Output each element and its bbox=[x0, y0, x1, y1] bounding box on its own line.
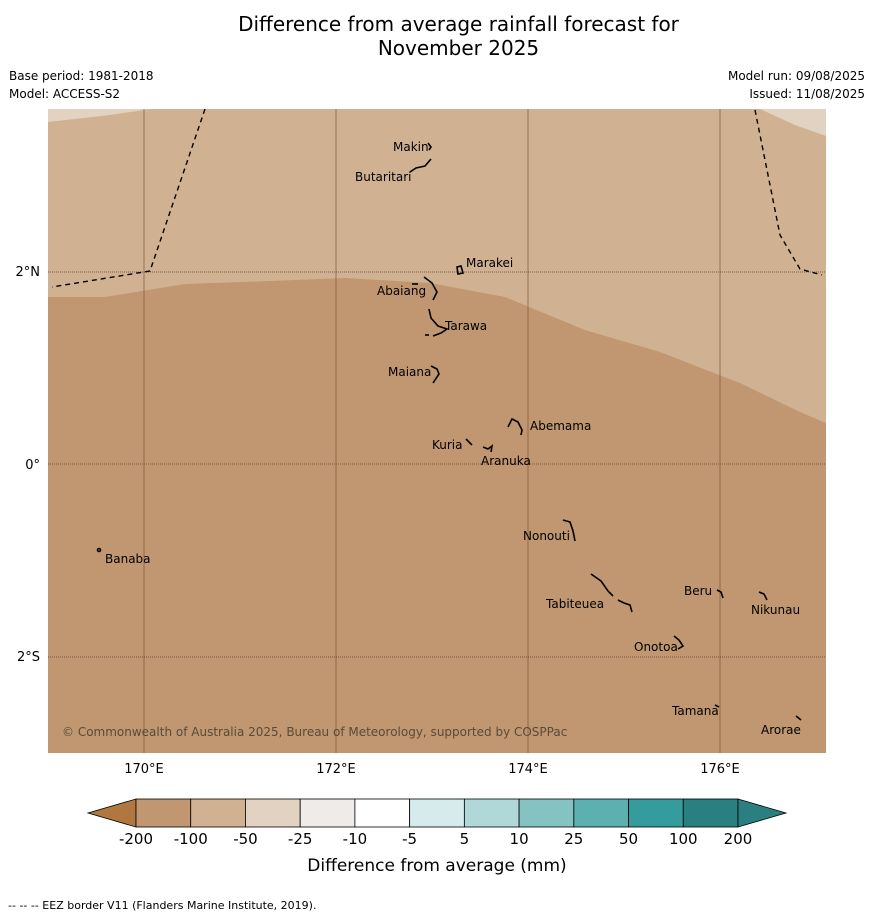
colorbar-tick-label: -10 bbox=[343, 830, 368, 848]
island-label: Tabiteuea bbox=[545, 597, 604, 611]
colorbar-swatch bbox=[190, 798, 246, 828]
island-label: Nikunau bbox=[751, 603, 800, 617]
island-label: Tarawa bbox=[444, 319, 487, 333]
island-labels: Makin Butaritari Marakei Abaiang Tarawa Maian… bbox=[105, 140, 801, 737]
colorbar-tick-label: -25 bbox=[288, 830, 313, 848]
region-25-to-10-east bbox=[760, 109, 826, 136]
colorbar-extend-high bbox=[737, 798, 788, 828]
map-area: Makin Butaritari Marakei Abaiang Tarawa Maian… bbox=[48, 109, 826, 753]
island-label: Marakei bbox=[466, 256, 513, 270]
latitude-labels: 2°N 0° 2°S bbox=[16, 265, 41, 665]
island-label: Banaba bbox=[105, 552, 151, 566]
colorbar-tick-label: 25 bbox=[564, 830, 583, 848]
island-outlines bbox=[96, 142, 802, 721]
colorbar-extend-low bbox=[86, 798, 137, 828]
meta-left: Base period: 1981-2018 Model: ACCESS-S2 bbox=[9, 67, 154, 103]
colorbar-tick-label: -100 bbox=[174, 830, 208, 848]
island-label: Abemama bbox=[530, 419, 591, 433]
colorbar-tick-label: -5 bbox=[402, 830, 417, 848]
colorbar-tick-label: 50 bbox=[619, 830, 638, 848]
copyright-notice: © Commonwealth of Australia 2025, Bureau… bbox=[62, 725, 567, 739]
colorbar-tick-label: 5 bbox=[460, 830, 470, 848]
longitude-label: 170°E bbox=[124, 762, 164, 777]
colorbar-tick-label: 10 bbox=[510, 830, 529, 848]
meridians bbox=[143, 109, 721, 753]
issued-date: Issued: 11/08/2025 bbox=[749, 87, 865, 101]
colorbar-label: Difference from average (mm) bbox=[307, 856, 566, 876]
eez-footnote: -- -- -- EEZ border V11 (Flanders Marine… bbox=[8, 899, 317, 912]
colorbar-tick-label: -200 bbox=[119, 830, 153, 848]
base-period: Base period: 1981-2018 bbox=[9, 69, 154, 83]
colorbar-swatch bbox=[409, 798, 465, 828]
colorbar-tick-label: -50 bbox=[233, 830, 258, 848]
colorbar-tick-label: 200 bbox=[724, 830, 753, 848]
island-label: Beru bbox=[684, 584, 712, 598]
island-label: Onotoa bbox=[634, 640, 678, 654]
meta-right: Model run: 09/08/2025 Issued: 11/08/2025 bbox=[728, 67, 865, 103]
colorbar-swatch bbox=[299, 798, 356, 828]
island-label: Aranuka bbox=[481, 454, 531, 468]
island-label: Nonouti bbox=[523, 529, 570, 543]
colorbar-swatch bbox=[628, 798, 684, 828]
region-50-to-25 bbox=[48, 109, 826, 423]
model-name: Model: ACCESS-S2 bbox=[9, 87, 121, 101]
longitude-label: 172°E bbox=[316, 762, 356, 777]
colorbar-swatch bbox=[463, 798, 520, 828]
region-25-to-10-west bbox=[48, 109, 150, 122]
rainfall-map: Makin Butaritari Marakei Abaiang Tarawa Maian… bbox=[16, 109, 826, 876]
colorbar-swatch bbox=[682, 798, 739, 828]
island-label: Maiana bbox=[388, 365, 431, 379]
model-run: Model run: 09/08/2025 bbox=[727, 69, 865, 83]
island-label: Abaiang bbox=[377, 284, 426, 298]
longitude-labels: 170°E 172°E 174°E 176°E bbox=[124, 762, 740, 777]
longitude-label: 174°E bbox=[508, 762, 548, 777]
latitude-label: 2°N bbox=[16, 265, 41, 280]
colorbar-legend: -200 -100 -50 -25 -10 -5 5 10 25 50 100 200 bbox=[86, 798, 788, 848]
island-label: Arorae bbox=[761, 723, 801, 737]
colorbar-swatch bbox=[135, 798, 192, 828]
latitude-label: 0° bbox=[25, 458, 40, 473]
island-label: Tamana bbox=[671, 704, 719, 718]
title-line-2: November 2025 bbox=[377, 36, 540, 60]
colorbar-swatch bbox=[245, 798, 301, 828]
island-label: Makin bbox=[393, 140, 429, 154]
latitude-label: 2°S bbox=[17, 650, 40, 665]
parallels bbox=[48, 271, 826, 658]
page-title: Difference from average rainfall forecas… bbox=[0, 12, 873, 60]
colorbar-swatch bbox=[573, 798, 629, 828]
island-label: Kuria bbox=[432, 438, 463, 452]
eez-border bbox=[51, 109, 823, 288]
longitude-label: 176°E bbox=[700, 762, 740, 777]
title-line-1: Difference from average rainfall forecas… bbox=[238, 12, 679, 36]
island-label: Butaritari bbox=[355, 170, 412, 184]
colorbar-swatch bbox=[354, 798, 411, 828]
colorbar-swatch bbox=[518, 798, 575, 828]
colorbar-tick-label: 100 bbox=[669, 830, 698, 848]
